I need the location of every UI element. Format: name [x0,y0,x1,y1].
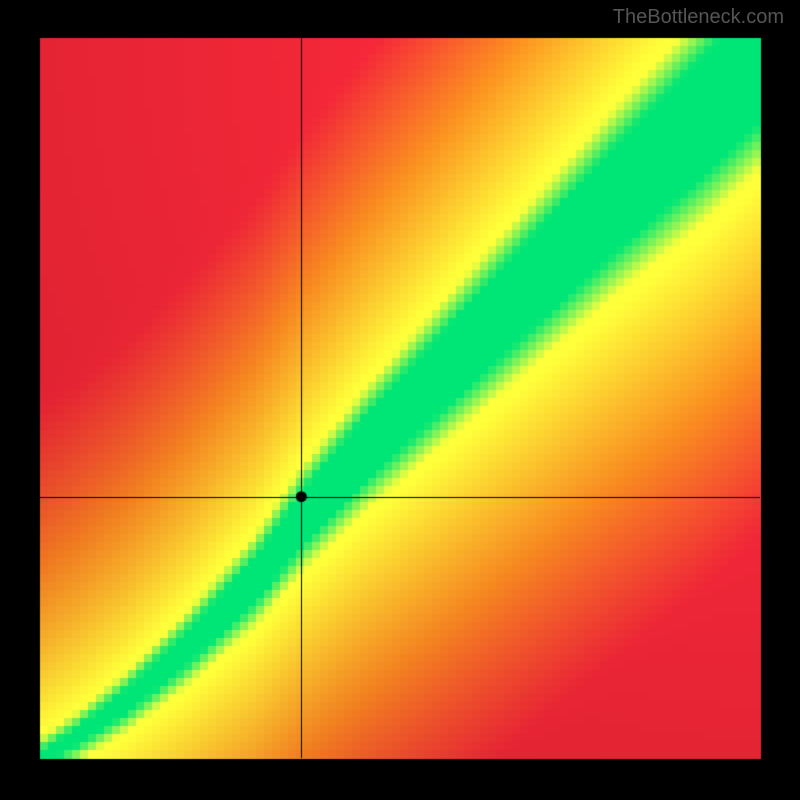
watermark-text: TheBottleneck.com [613,6,784,29]
bottleneck-heatmap-canvas [0,0,800,800]
chart-container: TheBottleneck.com [0,0,800,800]
